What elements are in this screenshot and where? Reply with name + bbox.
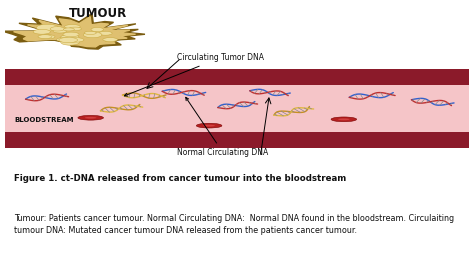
Ellipse shape [85, 117, 96, 119]
Ellipse shape [83, 32, 102, 38]
Ellipse shape [53, 29, 66, 33]
Ellipse shape [95, 31, 105, 34]
Text: TUMOUR: TUMOUR [69, 7, 127, 21]
Ellipse shape [331, 117, 356, 122]
Ellipse shape [36, 24, 58, 31]
Ellipse shape [61, 35, 79, 40]
Bar [5, 69, 469, 85]
Bar [5, 69, 469, 148]
Ellipse shape [203, 125, 215, 127]
Ellipse shape [99, 31, 112, 35]
Text: Tumour: Patients cancer tumour. Normal Circulating DNA:  Normal DNA found in the: Tumour: Patients cancer tumour. Normal C… [14, 213, 454, 235]
Ellipse shape [61, 39, 79, 45]
Ellipse shape [196, 123, 222, 128]
Ellipse shape [56, 38, 71, 42]
Polygon shape [2, 14, 145, 49]
Polygon shape [14, 17, 136, 47]
Ellipse shape [33, 29, 50, 34]
Text: Figure 1. ct-DNA released from cancer tumour into the bloodstream: Figure 1. ct-DNA released from cancer tu… [14, 174, 346, 182]
Ellipse shape [41, 35, 55, 39]
Bar [5, 132, 469, 148]
Ellipse shape [103, 38, 118, 42]
Ellipse shape [104, 39, 116, 42]
Ellipse shape [59, 38, 78, 43]
Ellipse shape [63, 32, 79, 37]
Text: Normal Circulating DNA: Normal Circulating DNA [177, 97, 269, 157]
Ellipse shape [338, 118, 350, 120]
Text: BLOODSTREAM: BLOODSTREAM [15, 117, 74, 123]
Ellipse shape [64, 28, 74, 31]
Ellipse shape [69, 27, 82, 30]
Ellipse shape [91, 27, 103, 32]
Ellipse shape [66, 38, 84, 42]
Ellipse shape [64, 25, 80, 29]
Ellipse shape [78, 115, 103, 120]
Ellipse shape [50, 27, 64, 31]
Ellipse shape [84, 31, 96, 35]
Ellipse shape [38, 35, 52, 39]
Text: Circulating Tumor DNA: Circulating Tumor DNA [125, 53, 264, 96]
